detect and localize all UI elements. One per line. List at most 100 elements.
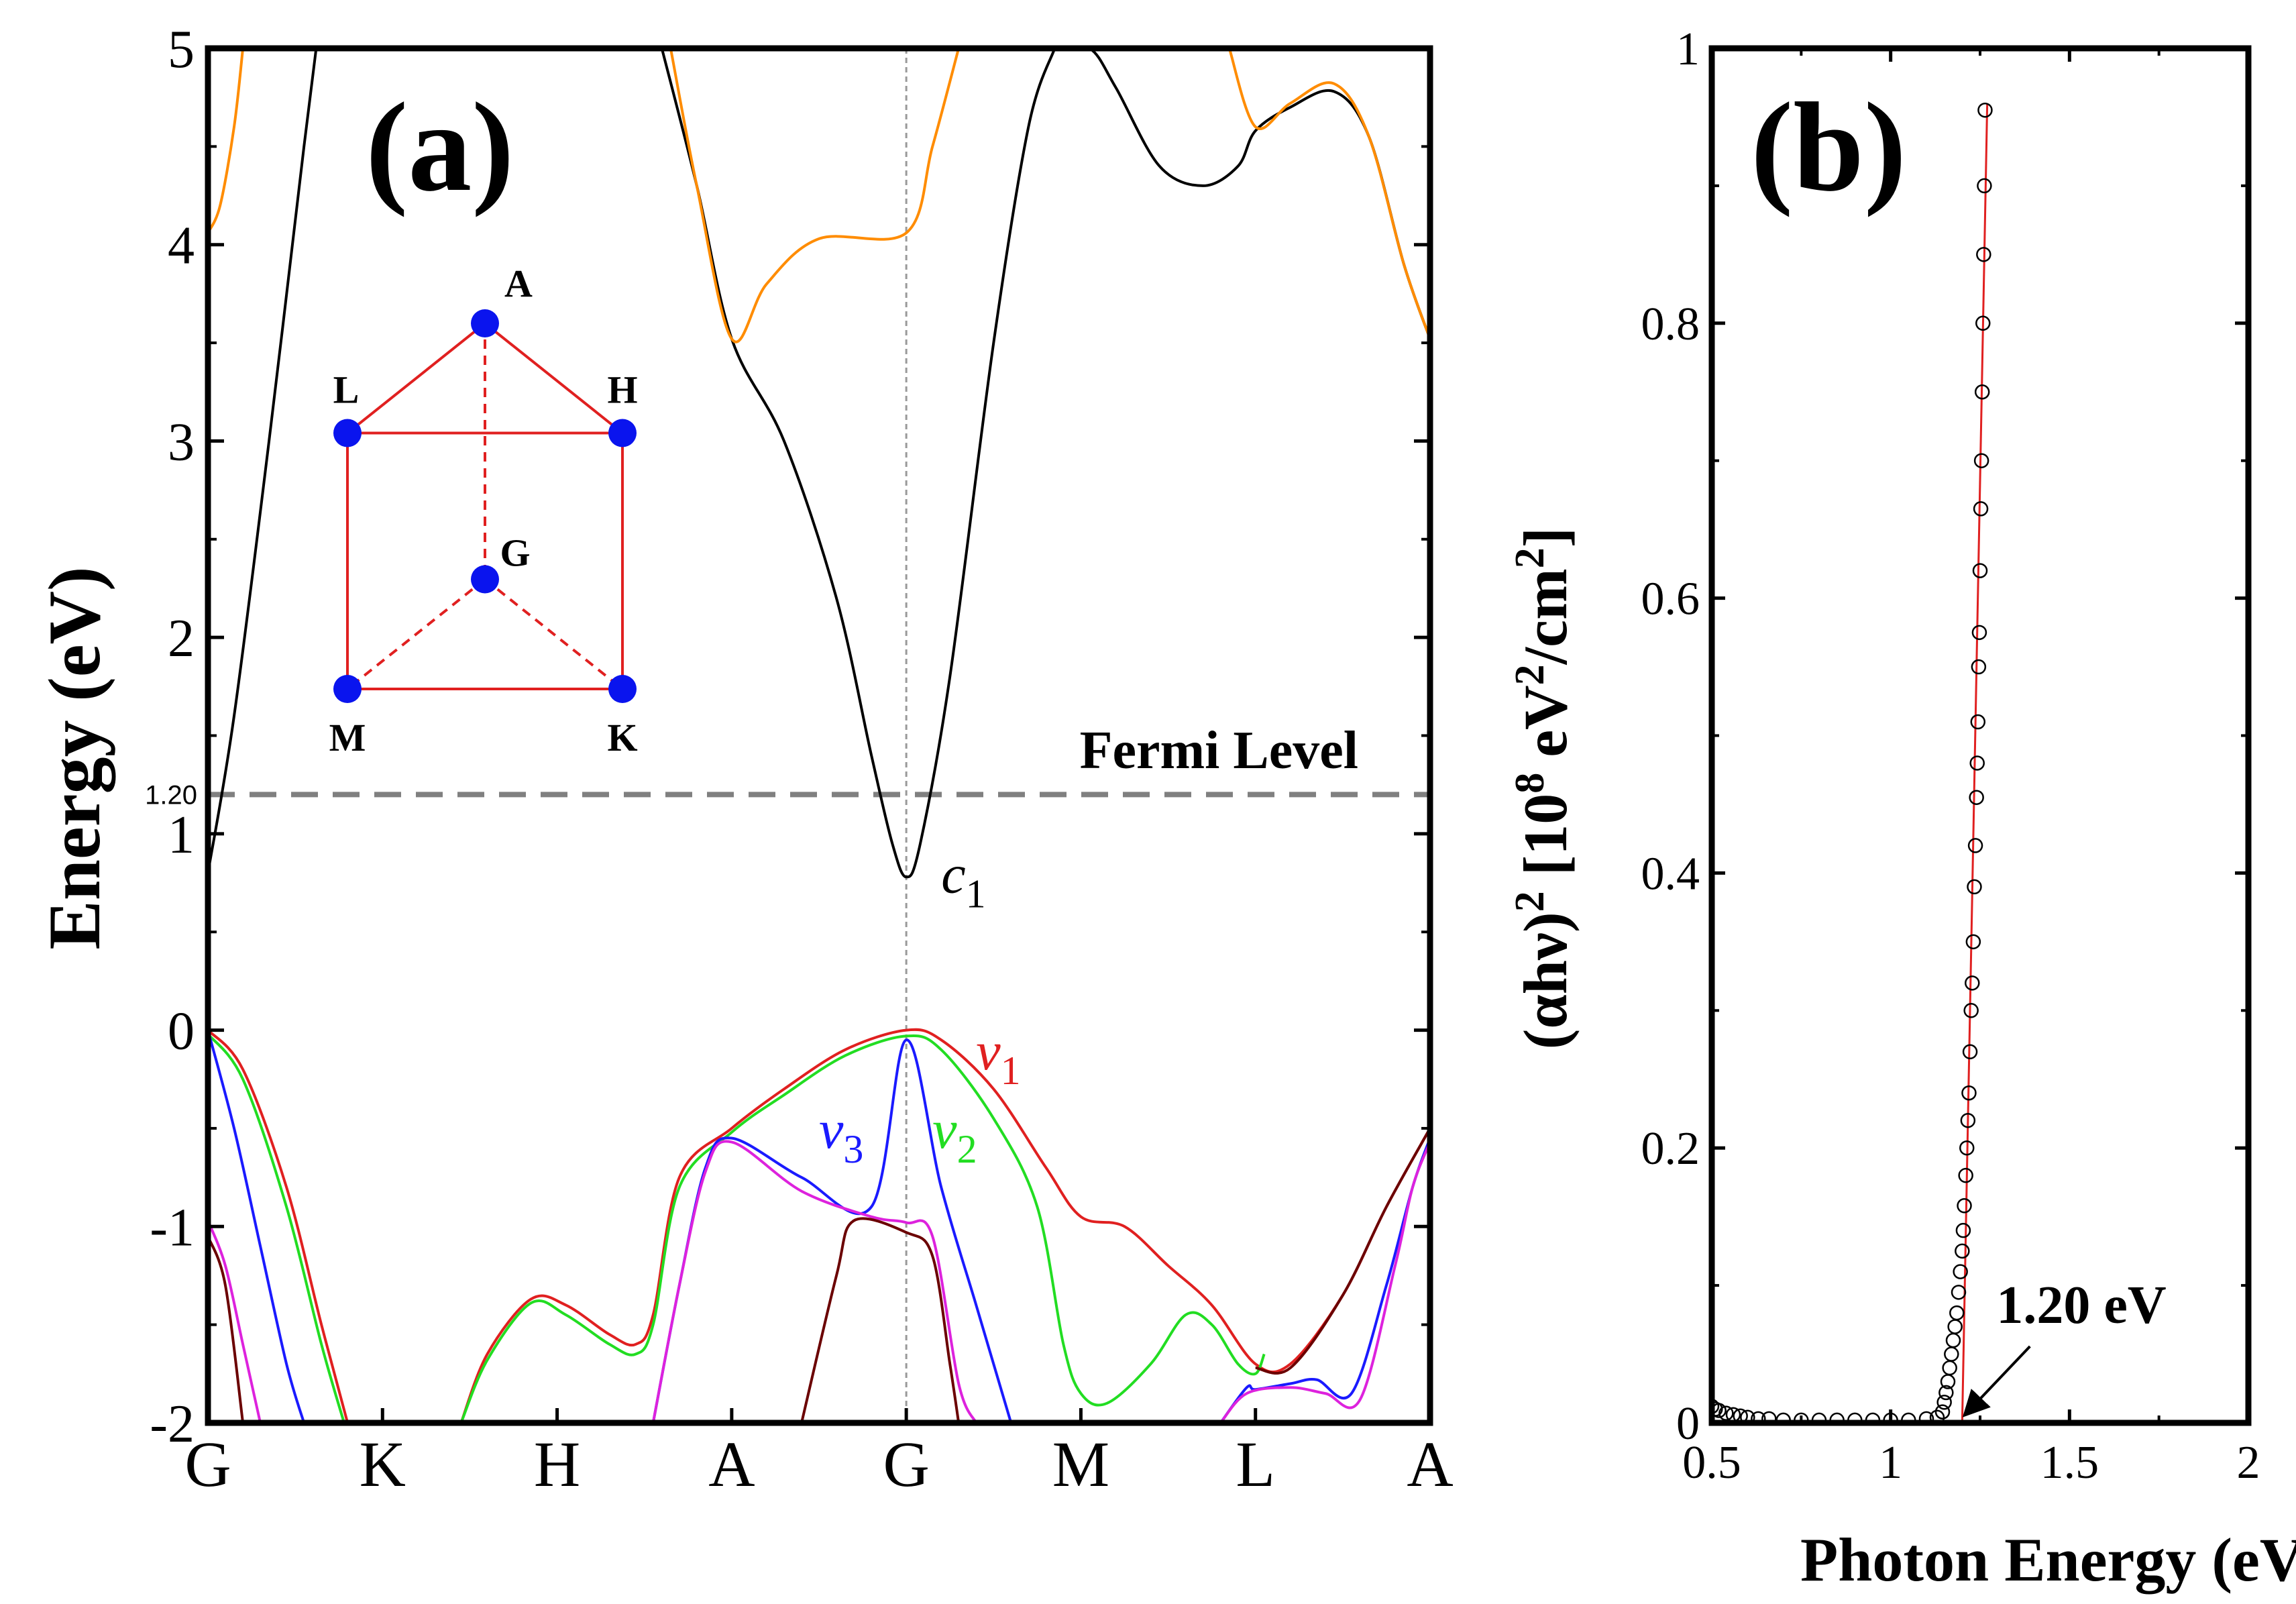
tauc-data-point <box>1929 1409 1945 1423</box>
tauc-y-label-sup: 2 <box>1507 664 1553 685</box>
energy-tick-label: 0 <box>168 1002 195 1061</box>
photon-energy-tick-label: 2 <box>2237 1437 2260 1489</box>
energy-axis-label: Energy (eV) <box>34 566 115 949</box>
tauc-data-point <box>1936 1395 1952 1410</box>
band-line <box>1255 1127 1430 1375</box>
tauc-data-point <box>1938 1385 1954 1401</box>
tauc-data-point <box>1963 1003 1979 1018</box>
k-point-label: A <box>708 1428 755 1500</box>
tauc-data-point <box>1945 1332 1961 1348</box>
band-line <box>651 1140 978 1423</box>
tauc-data-point <box>1965 975 1980 991</box>
inset-point-label: H <box>607 368 637 412</box>
tauc-plot-frame <box>1708 45 2252 1426</box>
tauc-data-point <box>1951 1285 1967 1300</box>
inset-point-label: L <box>333 368 360 412</box>
tauc-data-point <box>1761 1411 1777 1423</box>
energy-tick-label: 3 <box>168 413 195 472</box>
k-point-label: M <box>1052 1428 1109 1500</box>
tauc-data-point <box>1955 1243 1970 1259</box>
band-annotation-base: v <box>819 1099 844 1160</box>
energy-tick-label: 2 <box>168 609 195 668</box>
panel-a-label: (a) <box>366 77 514 218</box>
tauc-y-label-sup: 2 <box>1507 547 1553 568</box>
tauc-data-point <box>1712 1399 1720 1414</box>
photon-energy-axis-label: Photon Energy (eV) <box>1800 1526 2296 1594</box>
band-annotation-base: v <box>976 1020 1001 1081</box>
tauc-axis-ticks: 0.5 1 1.5 2 0 0.2 0.4 0.6 0.8 1 <box>1641 23 2260 1489</box>
tauc-data-point <box>1973 453 1989 468</box>
band-lines <box>208 48 1430 1423</box>
inset-point-label: M <box>329 716 366 759</box>
band-annotation: v2 <box>932 1099 977 1171</box>
tauc-data-point <box>1969 790 1984 805</box>
tauc-data-point <box>1934 1404 1951 1420</box>
tauc-data-point <box>1942 1360 1957 1376</box>
tauc-data-point <box>1977 178 1992 194</box>
tauc-y-label-part: eV <box>1511 685 1580 772</box>
band-gap-label: 1.20 eV <box>1996 1276 2166 1335</box>
band-annotation: v1 <box>976 1020 1020 1093</box>
band-gap-arrow <box>1962 1345 2031 1418</box>
tauc-data-point <box>1960 1112 1976 1128</box>
inset-edge <box>346 322 486 435</box>
band-line <box>208 1220 262 1423</box>
band-annotation: v3 <box>819 1099 863 1171</box>
tauc-data-point <box>1944 1346 1959 1362</box>
energy-tick-label: 1 <box>168 806 195 865</box>
inset-high-symmetry-point <box>471 565 499 594</box>
inset-high-symmetry-point <box>333 419 362 447</box>
inset-high-symmetry-point <box>471 309 499 337</box>
k-point-label: G <box>883 1428 929 1500</box>
tauc-data-point <box>1971 625 1987 641</box>
tauc-data-point <box>1740 1409 1755 1423</box>
tauc-data-point <box>1949 1305 1965 1321</box>
fermi-level-label: Fermi Level <box>1080 721 1358 780</box>
inset-point-label: K <box>607 716 637 759</box>
band-line <box>459 1028 1430 1423</box>
inset-dashed-edge <box>484 578 624 690</box>
tauc-data-point <box>1972 563 1988 578</box>
band-annotation-sub: 2 <box>957 1127 977 1171</box>
tauc-y-tick-label: 0.8 <box>1641 299 1700 350</box>
tauc-data-point <box>1961 1085 1977 1101</box>
band-annotation-base: v <box>932 1099 957 1160</box>
photon-energy-tick-label: 1.5 <box>2040 1437 2099 1489</box>
fermi-energy-tick-label: 1.20 <box>145 780 197 810</box>
inset-point-label: G <box>500 531 530 575</box>
tauc-y-tick-label: 0.4 <box>1641 848 1700 900</box>
photon-energy-tick-label: 0.5 <box>1682 1437 1741 1489</box>
photon-energy-tick-label: 1 <box>1879 1437 1902 1489</box>
inset-high-symmetry-point <box>608 675 637 703</box>
tauc-y-tick-label: 0.6 <box>1641 574 1700 625</box>
k-point-label: H <box>534 1428 580 1500</box>
tauc-plot-panel: 0.5 1 1.5 2 0 0.2 0.4 0.6 0.8 1 (b) Photon Energy… <box>1507 23 2296 1594</box>
tauc-data-point <box>1973 501 1989 517</box>
tauc-y-axis-label: (αhν)2 [108 eV2/cm2] <box>1507 527 1580 1049</box>
inset-edge <box>484 322 624 435</box>
band-line <box>208 48 245 234</box>
tauc-data-point <box>1970 714 1986 730</box>
tauc-data-point <box>1967 838 1983 853</box>
tauc-y-label-part: [10 <box>1511 794 1580 892</box>
tauc-data-point <box>1958 1167 1973 1183</box>
tauc-data-point <box>1955 1222 1971 1238</box>
k-point-label: A <box>1407 1428 1453 1500</box>
tauc-data-point <box>1957 1198 1972 1214</box>
brillouin-zone-inset: A L H G M K <box>329 262 638 759</box>
k-point-label: G <box>184 1428 231 1500</box>
band-annotation-base: c <box>941 844 965 905</box>
band-line <box>1227 48 1430 339</box>
tauc-data-point <box>1959 1140 1975 1156</box>
inset-point-label: A <box>504 262 533 305</box>
band-line <box>208 1033 345 1423</box>
band-line <box>660 48 1056 879</box>
band-line <box>800 1217 961 1423</box>
tauc-y-tick-label: 1 <box>1676 23 1700 75</box>
k-point-label: L <box>1236 1428 1275 1500</box>
tauc-y-label-part: ] <box>1511 527 1580 548</box>
inset-high-symmetry-point <box>333 675 362 703</box>
tauc-data-point <box>1975 315 1991 331</box>
